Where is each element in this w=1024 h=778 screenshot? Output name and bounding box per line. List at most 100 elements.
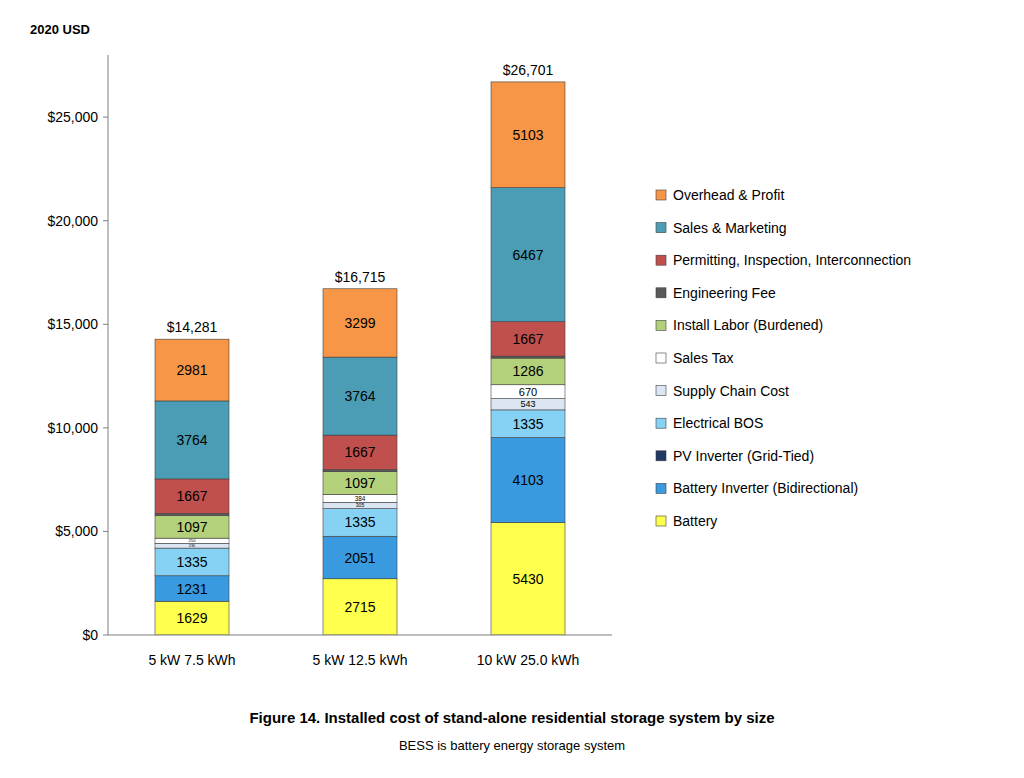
bar-segment: [323, 357, 397, 435]
legend-label: Permitting, Inspection, Interconnection: [673, 252, 911, 268]
bar-segment: [155, 601, 229, 635]
legend-swatch: [656, 288, 666, 298]
bar-segment: [491, 82, 565, 188]
bar-segment: [323, 509, 397, 537]
legend-swatch: [656, 516, 666, 526]
data-label: 1335: [512, 416, 543, 432]
data-label: 3764: [176, 432, 207, 448]
data-label: 384: [355, 495, 366, 502]
bar-segment: [323, 494, 397, 502]
data-label: 1335: [344, 514, 375, 530]
bar-segment: [491, 322, 565, 357]
legend-label: Install Labor (Burdened): [673, 317, 823, 333]
y-axis-label: 2020 USD: [30, 22, 90, 37]
bar-segment: [491, 438, 565, 523]
bar-segment: [323, 435, 397, 470]
y-tick: [103, 531, 108, 532]
bar-segment: [491, 358, 565, 385]
x-tick-label: 5 kW 7.5 kWh: [148, 652, 235, 668]
data-label: 2715: [344, 599, 375, 615]
legend-swatch: [656, 190, 666, 200]
y-tick: [103, 324, 108, 325]
legend-label: Battery: [673, 513, 717, 529]
bar-segment: [155, 576, 229, 601]
data-label: 5103: [512, 127, 543, 143]
data-label: 1286: [512, 363, 543, 379]
legend-label: Engineering Fee: [673, 285, 776, 301]
data-label: 2051: [344, 550, 375, 566]
legend-swatch: [656, 320, 666, 330]
data-label: 5430: [512, 571, 543, 587]
bar-segment: [323, 579, 397, 635]
data-label: 230: [189, 544, 195, 548]
data-label: 1097: [176, 519, 207, 535]
data-label: 1097: [344, 475, 375, 491]
y-axis: [108, 55, 109, 635]
bar-segment: [155, 513, 229, 515]
y-ticks: $0 $5,000 $10,000 $15,000 $20,000 $25,000: [47, 109, 108, 643]
bar-segment: [491, 523, 565, 635]
y-tick-label: $5,000: [55, 523, 98, 539]
y-tick-label: $0: [82, 627, 98, 643]
bar-segment: [491, 356, 565, 358]
data-label: 1335: [176, 554, 207, 570]
data-label: 6467: [512, 247, 543, 263]
legend-swatch: [656, 451, 666, 461]
legend-swatch: [656, 418, 666, 428]
bar-segment: [491, 399, 565, 410]
data-label: 305: [356, 502, 365, 508]
legend-swatch: [656, 483, 666, 493]
bar-segment: [323, 536, 397, 578]
x-tick-label: 5 kW 12.5 kWh: [313, 652, 408, 668]
bar-segment: [155, 401, 229, 479]
bar-segment: [155, 543, 229, 548]
legend-label: Electrical BOS: [673, 415, 763, 431]
legend-label: Battery Inverter (Bidirectional): [673, 480, 858, 496]
data-label: 1667: [176, 488, 207, 504]
bar-segment: [323, 470, 397, 472]
legend-swatch: [656, 353, 666, 363]
bar-segment: [323, 502, 397, 508]
bar-segment: [323, 289, 397, 357]
x-axis: [108, 635, 612, 636]
legend-swatch: [656, 223, 666, 233]
data-label: 1667: [512, 331, 543, 347]
title: Figure 14. Installed cost of stand-alone…: [249, 709, 774, 726]
y-tick: [103, 427, 108, 428]
x-tick-label: 10 kW 25.0 kWh: [477, 652, 580, 668]
data-label: 4103: [512, 472, 543, 488]
total-label: $16,715: [335, 269, 386, 285]
data-label: 2981: [176, 362, 207, 378]
data-label: 250: [189, 538, 197, 543]
bar-segment: [491, 188, 565, 322]
y-tick-label: $25,000: [47, 109, 98, 125]
bar-segment: [155, 515, 229, 538]
y-tick: [103, 220, 108, 221]
chart: 2020 USD $0 $5,000 $10,000 $15,000 $20,000 $25…: [0, 0, 1024, 778]
data-label: 1667: [344, 444, 375, 460]
legend-label: Supply Chain Cost: [673, 383, 789, 399]
legend-swatch: [656, 386, 666, 396]
data-label: 3764: [344, 388, 375, 404]
bar-segment: [323, 472, 397, 495]
bar-segment: [155, 548, 229, 576]
legend-label: PV Inverter (Grid-Tied): [673, 448, 814, 464]
y-tick-label: $10,000: [47, 420, 98, 436]
y-tick: [103, 117, 108, 118]
data-label: 1629: [176, 610, 207, 626]
legend-label: Sales & Marketing: [673, 220, 787, 236]
bar-segment: [155, 538, 229, 543]
bar-segment: [155, 479, 229, 514]
legend-label: Sales Tax: [673, 350, 733, 366]
data-labels: 1629123113352302501097166737642981$14,28…: [167, 62, 554, 626]
y-tick-label: $15,000: [47, 316, 98, 332]
total-label: $26,701: [503, 62, 554, 78]
y-tick-label: $20,000: [47, 213, 98, 229]
bar-segment: [491, 410, 565, 438]
bar-segment: [155, 339, 229, 401]
legend: Overhead & ProfitSales & MarketingPermit…: [656, 187, 911, 529]
data-label: 1231: [176, 581, 207, 597]
legend-swatch: [656, 255, 666, 265]
data-label: 3299: [344, 315, 375, 331]
data-label: 543: [521, 399, 536, 409]
